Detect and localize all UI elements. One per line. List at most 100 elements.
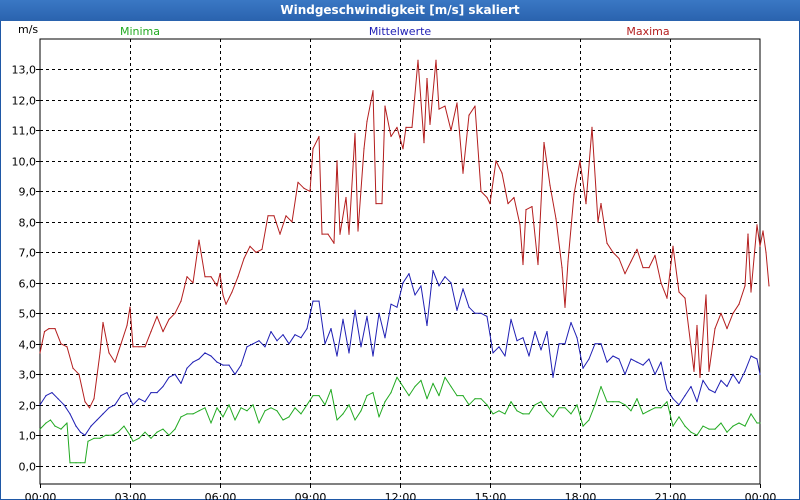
data-point: [222, 364, 224, 366]
data-point: [423, 142, 425, 144]
data-point: [144, 401, 146, 403]
data-point: [666, 297, 668, 299]
data-point: [216, 407, 218, 409]
data-point: [759, 245, 761, 247]
data-point: [612, 251, 614, 253]
data-point: [240, 407, 242, 409]
data-point: [672, 398, 674, 400]
data-point: [162, 385, 164, 388]
data-point: [558, 407, 560, 409]
data-point: [438, 395, 440, 397]
data-point: [606, 242, 608, 244]
data-point: [588, 419, 590, 421]
data-point: [456, 102, 458, 104]
data-point: [750, 355, 752, 357]
data-point: [54, 328, 56, 330]
data-point: [768, 285, 770, 287]
data-point: [684, 395, 686, 397]
data-point: [474, 105, 476, 107]
y-tick-label: 3,0: [19, 369, 37, 382]
data-point: [390, 135, 392, 138]
data-point: [99, 352, 101, 354]
data-point: [342, 413, 344, 415]
data-point: [522, 337, 524, 339]
x-tick-time-label: 03:00: [115, 491, 147, 500]
data-point: [270, 407, 272, 409]
data-point: [720, 312, 722, 314]
data-point: [54, 425, 56, 427]
data-point: [291, 221, 293, 223]
data-point: [561, 267, 563, 269]
data-point: [210, 355, 212, 357]
data-point: [546, 410, 548, 412]
data-point: [306, 404, 308, 406]
data-point: [162, 428, 164, 430]
data-point: [102, 413, 104, 415]
series-line-mittelwerte: [39, 270, 761, 436]
data-point: [576, 337, 578, 339]
data-point: [243, 257, 245, 260]
data-point: [132, 440, 134, 442]
data-point: [606, 401, 608, 403]
data-point: [492, 413, 494, 415]
data-point: [744, 370, 746, 372]
data-point: [174, 428, 176, 430]
data-point: [630, 410, 632, 412]
data-point: [756, 422, 758, 424]
data-point: [708, 370, 710, 372]
data-point: [267, 215, 269, 217]
data-point: [324, 404, 326, 406]
y-tick-label: 2,0: [19, 400, 37, 413]
series-layer: [39, 59, 770, 464]
grid-layer: [40, 39, 760, 484]
data-point: [234, 373, 236, 375]
data-point: [285, 215, 287, 217]
data-point: [78, 373, 80, 375]
data-point: [624, 404, 626, 406]
data-point: [174, 312, 176, 314]
data-point: [198, 358, 200, 360]
data-point: [402, 148, 404, 150]
data-point: [372, 355, 374, 357]
data-point: [126, 324, 128, 327]
data-point: [492, 352, 494, 354]
data-point: [696, 434, 698, 436]
data-point: [654, 254, 656, 256]
data-point: [321, 233, 323, 235]
data-point: [537, 263, 539, 266]
data-point: [273, 215, 275, 217]
data-point: [585, 203, 587, 205]
data-point: [378, 416, 380, 418]
data-point: [123, 425, 125, 427]
data-point: [756, 358, 758, 360]
data-point: [264, 410, 266, 412]
data-point: [354, 419, 356, 421]
data-point: [426, 78, 428, 80]
data-point: [138, 437, 140, 439]
data-point: [327, 233, 329, 235]
data-point: [444, 105, 446, 107]
data-point: [45, 422, 47, 424]
data-point: [636, 398, 638, 400]
data-point: [43, 331, 46, 333]
data-point: [654, 373, 656, 375]
data-point: [72, 367, 74, 369]
data-point: [528, 413, 530, 415]
data-point: [714, 392, 716, 394]
data-point: [702, 425, 704, 427]
data-point: [375, 203, 377, 205]
data-point: [498, 346, 500, 348]
data-point: [93, 398, 95, 400]
data-point: [138, 398, 140, 400]
data-point: [84, 462, 86, 464]
data-point: [408, 273, 410, 275]
data-point: [336, 355, 338, 357]
series-mittelwerte: [39, 270, 761, 436]
data-point: [756, 224, 758, 226]
data-point: [228, 404, 230, 406]
data-point: [318, 395, 320, 397]
data-point: [570, 413, 572, 415]
data-point: [690, 346, 692, 348]
data-point: [480, 190, 482, 192]
